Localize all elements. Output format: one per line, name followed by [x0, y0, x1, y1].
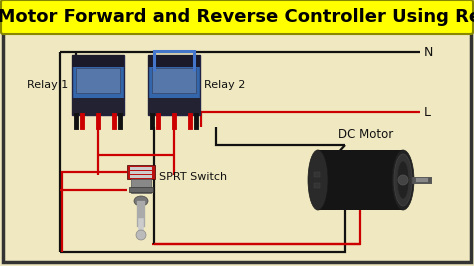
Bar: [72, 55, 124, 115]
Ellipse shape: [394, 154, 412, 206]
Bar: [148, 55, 200, 115]
Bar: [130, 171, 152, 173]
Text: DC Motor Forward and Reverse Controller Using Relay: DC Motor Forward and Reverse Controller …: [0, 8, 474, 26]
FancyBboxPatch shape: [1, 0, 473, 34]
Circle shape: [136, 230, 146, 240]
Bar: [148, 55, 200, 67]
Text: DC Motor: DC Motor: [338, 128, 393, 142]
FancyBboxPatch shape: [3, 32, 471, 262]
Bar: [131, 179, 151, 193]
Bar: [314, 183, 320, 188]
Text: Relay 1: Relay 1: [27, 80, 68, 90]
Ellipse shape: [308, 150, 328, 210]
Bar: [129, 187, 153, 192]
Text: Relay 2: Relay 2: [204, 80, 246, 90]
Ellipse shape: [397, 161, 409, 199]
Ellipse shape: [134, 196, 148, 206]
Bar: [318, 150, 403, 210]
Circle shape: [398, 175, 408, 185]
Bar: [76, 68, 120, 93]
Text: L: L: [424, 106, 431, 118]
Bar: [148, 98, 200, 115]
Ellipse shape: [392, 150, 414, 210]
Bar: [130, 175, 152, 177]
Bar: [127, 165, 155, 179]
Text: N: N: [424, 45, 433, 59]
Text: SPRT Switch: SPRT Switch: [159, 172, 227, 182]
Bar: [314, 172, 320, 177]
Bar: [130, 167, 152, 169]
Bar: [72, 98, 124, 115]
Bar: [152, 68, 196, 93]
Bar: [72, 55, 124, 67]
